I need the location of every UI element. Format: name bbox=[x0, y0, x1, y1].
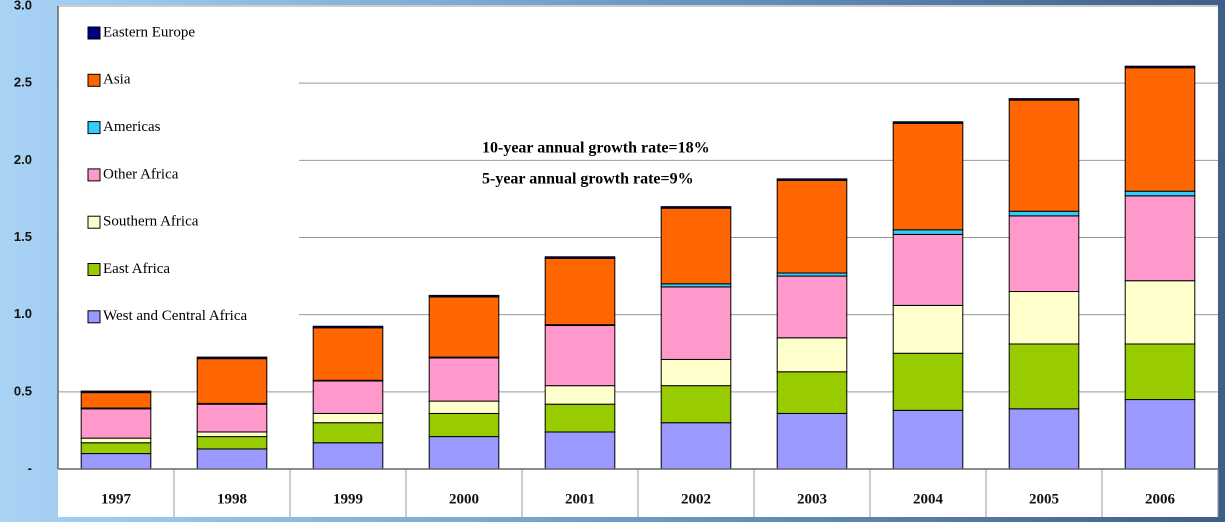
y-tick-label: 1.0 bbox=[14, 306, 32, 321]
legend-label: Other Africa bbox=[103, 166, 179, 182]
bar-segment bbox=[312, 442, 384, 470]
bar-segment bbox=[660, 286, 732, 360]
bar-segment bbox=[892, 304, 964, 354]
bar-segment bbox=[776, 179, 848, 274]
bar-segment bbox=[428, 400, 500, 414]
x-tick-label: 2000 bbox=[449, 491, 479, 507]
bar-segment bbox=[892, 229, 964, 235]
x-tick-label: 2005 bbox=[1029, 491, 1059, 507]
x-tick-label: 2006 bbox=[1145, 491, 1176, 507]
legend-swatch bbox=[87, 73, 101, 87]
bar-segment bbox=[196, 448, 268, 470]
bar-segment bbox=[312, 380, 384, 414]
bar-segment bbox=[1008, 343, 1080, 410]
bar-segment bbox=[80, 437, 152, 444]
legend-label: Americas bbox=[103, 119, 161, 135]
bar-segment bbox=[544, 385, 616, 405]
y-tick-label: 3.0 bbox=[14, 0, 32, 12]
legend-swatch bbox=[87, 215, 101, 229]
legend-label: Eastern Europe bbox=[103, 24, 195, 40]
bar-segment bbox=[892, 122, 964, 231]
bar-segment bbox=[660, 358, 732, 387]
bar-segment bbox=[196, 356, 268, 360]
bar-segment bbox=[312, 422, 384, 444]
bar-segment bbox=[1008, 291, 1080, 345]
bar-segment bbox=[196, 403, 268, 433]
bar-segment bbox=[312, 412, 384, 424]
bar-segment bbox=[1008, 99, 1080, 212]
bar-segment bbox=[428, 436, 500, 470]
legend-swatch bbox=[87, 26, 101, 40]
bar-segment bbox=[1124, 65, 1196, 69]
x-tick-label: 2001 bbox=[565, 491, 595, 507]
bar-segment bbox=[196, 431, 268, 438]
bar-segment bbox=[776, 412, 848, 470]
bar-segment bbox=[80, 408, 152, 439]
bar-segment bbox=[776, 371, 848, 414]
bar-segment bbox=[1008, 210, 1080, 217]
annotation: 5-year annual growth rate=9% bbox=[482, 171, 694, 188]
y-tick-label: 0.5 bbox=[14, 383, 32, 398]
legend-swatch bbox=[87, 310, 101, 324]
x-tick-label: 1997 bbox=[101, 491, 132, 507]
bar-segment bbox=[892, 352, 964, 411]
bar-segment bbox=[1124, 190, 1196, 197]
bar-segment bbox=[776, 178, 848, 181]
bar-segment bbox=[80, 390, 152, 394]
y-tick-label: 1.5 bbox=[14, 229, 32, 244]
legend-label: East Africa bbox=[103, 261, 170, 277]
bar-segment bbox=[892, 121, 964, 124]
bar-segment bbox=[312, 325, 384, 329]
y-tick-label: 2.0 bbox=[14, 152, 32, 167]
legend-swatch bbox=[87, 168, 101, 182]
y-tick-label: - bbox=[28, 460, 32, 475]
x-tick-label: 1999 bbox=[333, 491, 363, 507]
bar-segment bbox=[544, 256, 616, 259]
y-tick-label: 2.5 bbox=[14, 75, 32, 90]
bar-segment bbox=[1124, 343, 1196, 401]
bar-segment bbox=[1008, 408, 1080, 470]
bar-segment bbox=[428, 412, 500, 438]
bar-segment bbox=[1008, 98, 1080, 101]
bar-segment bbox=[312, 327, 384, 381]
bar-segment bbox=[776, 275, 848, 339]
x-tick-label: 2002 bbox=[681, 491, 711, 507]
bar-segment bbox=[80, 442, 152, 455]
x-tick-label: 2003 bbox=[797, 491, 827, 507]
bar-segment bbox=[776, 337, 848, 373]
bar-segment bbox=[892, 233, 964, 306]
bar-segment bbox=[544, 257, 616, 326]
bar-segment bbox=[196, 436, 268, 450]
bar-segment bbox=[1124, 67, 1196, 192]
bar-segment bbox=[660, 206, 732, 209]
bar-segment bbox=[428, 294, 500, 298]
legend-swatch bbox=[87, 263, 101, 276]
bar-segment bbox=[660, 422, 732, 470]
bar-segment bbox=[660, 385, 732, 424]
bar-segment bbox=[1008, 215, 1080, 293]
bar-segment bbox=[196, 358, 268, 404]
bar-segment bbox=[80, 453, 152, 470]
bar-segment bbox=[1124, 195, 1196, 282]
bar-segment bbox=[544, 403, 616, 433]
bar-segment bbox=[428, 357, 500, 402]
bar-segment bbox=[80, 392, 152, 409]
legend-label: Southern Africa bbox=[103, 214, 199, 230]
legend-swatch bbox=[87, 121, 101, 135]
legend-label: Asia bbox=[103, 72, 131, 88]
bar-segment bbox=[1124, 399, 1196, 470]
bar-segment bbox=[544, 431, 616, 470]
legend-label: West and Central Africa bbox=[103, 308, 247, 324]
annotation: 10-year annual growth rate=18% bbox=[482, 140, 710, 157]
x-tick-label: 1998 bbox=[217, 491, 247, 507]
bar-segment bbox=[892, 409, 964, 470]
bar-segment bbox=[544, 324, 616, 387]
x-tick-label: 2004 bbox=[913, 491, 944, 507]
bar-segment bbox=[1124, 280, 1196, 345]
bar-segment bbox=[428, 296, 500, 358]
bar-segment bbox=[660, 207, 732, 285]
